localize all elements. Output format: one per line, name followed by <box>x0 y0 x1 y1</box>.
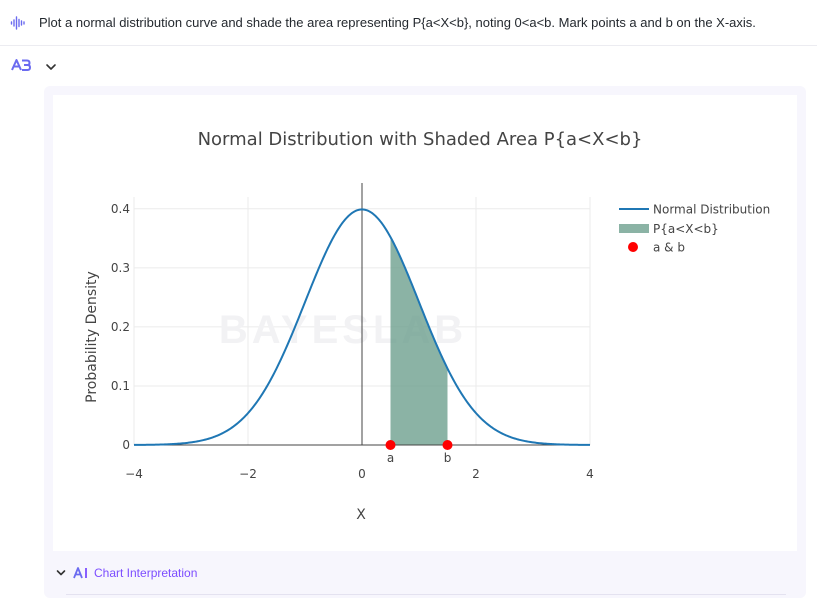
y-tick-label: 0 <box>122 438 130 452</box>
y-tick-label: 0.1 <box>111 379 130 393</box>
point-label-a: a <box>387 451 394 465</box>
legend-label-curve: Normal Distribution <box>653 203 770 217</box>
divider <box>66 594 786 595</box>
chevron-down-icon[interactable] <box>44 60 58 74</box>
y-tick-label: 0.3 <box>111 261 130 275</box>
prompt-text: Plot a normal distribution curve and sha… <box>39 15 756 30</box>
x-tick-label: 4 <box>586 467 594 481</box>
shade-layer <box>390 237 448 445</box>
legend-item-shade[interactable]: P{a<X<b} <box>619 222 719 236</box>
x-tick-label: −4 <box>125 467 143 481</box>
legend: Normal Distribution P{a<X<b} a & b <box>619 203 770 255</box>
shaded-area <box>390 237 448 445</box>
x-tick-label: 2 <box>472 467 480 481</box>
x-tick-label: −2 <box>239 467 257 481</box>
y-tick-label: 0.4 <box>111 202 130 216</box>
legend-item-points[interactable]: a & b <box>628 241 685 255</box>
ticks-layer: −4 −2 0 2 4 0 0.1 0.2 0.3 0.4 <box>111 202 594 481</box>
x-tick-label: 0 <box>358 467 366 481</box>
point-label-b: b <box>444 451 452 465</box>
ai-sparkle-icon <box>73 567 87 579</box>
legend-label-shade: P{a<X<b} <box>653 222 719 236</box>
voice-waveform-icon[interactable] <box>10 15 26 31</box>
curve-layer <box>133 208 591 446</box>
y-axis-label: Probability Density <box>84 271 100 403</box>
point-marker-a <box>385 440 396 450</box>
axis-layer <box>134 183 590 446</box>
chart-interpretation-toggle[interactable]: Chart Interpretation <box>55 564 197 582</box>
chart-title: Normal Distribution with Shaded Area P{a… <box>198 129 643 150</box>
normal-curve-line <box>133 208 591 446</box>
chart-interpretation-label: Chart Interpretation <box>94 566 198 580</box>
prompt-bar: Plot a normal distribution curve and sha… <box>0 0 817 46</box>
x-axis-label: X <box>356 507 366 523</box>
chevron-down-icon <box>56 570 66 576</box>
legend-label-points: a & b <box>653 241 685 255</box>
legend-item-curve[interactable]: Normal Distribution <box>619 203 770 217</box>
agent-logo-icon <box>11 59 31 71</box>
point-marker-b <box>442 440 453 450</box>
y-tick-label: 0.2 <box>111 320 130 334</box>
